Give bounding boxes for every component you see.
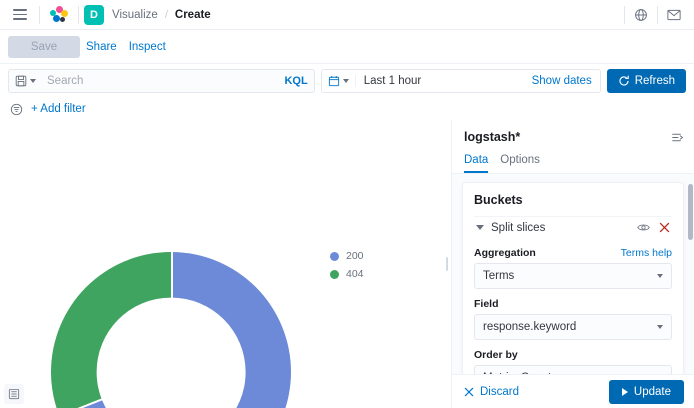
buckets-card: Buckets Split slices [462, 182, 684, 374]
field-select[interactable]: response.keyword [474, 314, 672, 340]
elastic-logo-icon[interactable] [45, 2, 73, 28]
tab-data[interactable]: Data [464, 154, 489, 173]
saved-query-disk-icon[interactable] [15, 75, 42, 87]
help-globe-icon[interactable] [627, 2, 655, 28]
add-filter-button[interactable]: + Add filter [31, 103, 86, 115]
show-dates-button[interactable]: Show dates [531, 75, 592, 87]
panel-resize-handle[interactable] [442, 120, 451, 408]
index-pattern-title: logstash* [464, 130, 521, 144]
close-x-icon [464, 387, 474, 396]
field-label: Field [474, 298, 499, 310]
tab-options[interactable]: Options [500, 154, 540, 166]
visualization-editor-panel: logstash* Data Options Buckets [451, 120, 694, 408]
editor-content: Buckets Split slices [452, 174, 694, 374]
search-input-wrapper[interactable]: Search KQL [8, 69, 315, 93]
global-nav-bar: D Visualize / Create [0, 0, 694, 30]
save-button[interactable]: Save [8, 35, 80, 58]
field-group-order-by: Order by Metric: Count [474, 349, 672, 374]
play-triangle-icon [621, 387, 628, 396]
field-label: Aggregation [474, 247, 536, 259]
buckets-title: Buckets [474, 193, 523, 207]
filter-icon[interactable] [10, 103, 23, 116]
refresh-button-label: Refresh [634, 75, 675, 87]
space-avatar[interactable]: D [84, 4, 104, 25]
field-label-row: Order by [474, 349, 672, 361]
date-picker[interactable]: Last 1 hour Show dates [320, 69, 601, 93]
field-label-row: Aggregation Terms help [474, 247, 672, 259]
chevron-down-icon[interactable] [30, 79, 36, 83]
field-label: Order by [474, 349, 518, 361]
order-by-select-value: Metric: Count [483, 372, 551, 374]
nav-divider [624, 5, 625, 24]
aggregation-select[interactable]: Terms [474, 263, 672, 289]
eye-icon[interactable] [637, 221, 650, 234]
editor-header: logstash* [452, 120, 694, 148]
discard-button-label: Discard [480, 385, 519, 398]
editor-scrollbar[interactable] [688, 184, 693, 240]
agg-row-actions [637, 221, 670, 234]
agg-row-split-slices[interactable]: Split slices [474, 216, 672, 238]
field-label-row: Field [474, 298, 672, 310]
editor-tabs: Data Options [452, 148, 694, 174]
close-x-icon[interactable] [659, 222, 670, 233]
discard-button[interactable]: Discard [462, 386, 521, 398]
update-button[interactable]: Update [608, 379, 684, 404]
search-input[interactable]: Search [47, 75, 84, 87]
chart-legend: 200 404 [330, 250, 364, 280]
chevron-down-icon [657, 325, 663, 329]
refresh-icon [619, 75, 629, 86]
aggregation-select-value: Terms [483, 270, 515, 282]
mail-icon[interactable] [660, 2, 688, 28]
donut-chart[interactable] [51, 252, 291, 408]
legend-item-200[interactable]: 200 [330, 250, 364, 262]
chevron-down-icon[interactable] [342, 79, 349, 83]
visualization-chart-area: 200 404 [0, 120, 442, 408]
editor-footer: Discard Update [452, 374, 694, 408]
share-button[interactable]: Share [80, 41, 123, 53]
update-button-label: Update [633, 385, 671, 398]
breadcrumb-separator: / [164, 8, 168, 21]
slice-divider [171, 252, 173, 372]
nav-divider [657, 5, 658, 24]
agg-row-label: Split slices [491, 221, 546, 234]
date-range-value[interactable]: Last 1 hour [363, 75, 422, 87]
calendar-icon[interactable] [328, 75, 356, 87]
data-table-icon[interactable] [4, 384, 24, 404]
breadcrumb-item-visualize[interactable]: Visualize [112, 8, 158, 21]
terms-help-link[interactable]: Terms help [620, 247, 672, 259]
inspect-button[interactable]: Inspect [123, 41, 172, 53]
nav-divider [78, 5, 79, 24]
chevron-down-icon[interactable] [476, 225, 484, 230]
query-language-button[interactable]: KQL [284, 75, 308, 87]
field-group-aggregation: Aggregation Terms help Terms [474, 247, 672, 289]
legend-color-swatch [330, 251, 339, 261]
donut-ring[interactable] [51, 252, 291, 408]
visualization-action-bar: Save Share Inspect [0, 30, 694, 64]
query-bar: Search KQL Last 1 hour Show dates Refres… [0, 64, 694, 98]
field-select-value: response.keyword [483, 321, 577, 333]
editor-body: 200 404 logstash* [0, 120, 694, 408]
chevron-down-icon [657, 274, 663, 278]
legend-label: 404 [346, 268, 364, 280]
breadcrumb: Visualize / Create [112, 9, 211, 21]
hamburger-icon[interactable] [6, 2, 34, 28]
nav-divider [39, 5, 40, 24]
refresh-button[interactable]: Refresh [606, 69, 686, 93]
global-nav-right [622, 2, 688, 28]
legend-item-404[interactable]: 404 [330, 268, 364, 280]
field-group-field: Field response.keyword [474, 298, 672, 340]
global-nav-left: D Visualize / Create [6, 2, 211, 28]
collapse-panel-icon[interactable] [671, 131, 684, 144]
filter-bar: + Add filter [0, 98, 694, 120]
slice-divider [59, 371, 173, 408]
legend-label: 200 [346, 250, 364, 262]
order-by-select[interactable]: Metric: Count [474, 365, 672, 374]
legend-color-swatch [330, 269, 339, 279]
breadcrumb-item-create: Create [174, 8, 211, 21]
